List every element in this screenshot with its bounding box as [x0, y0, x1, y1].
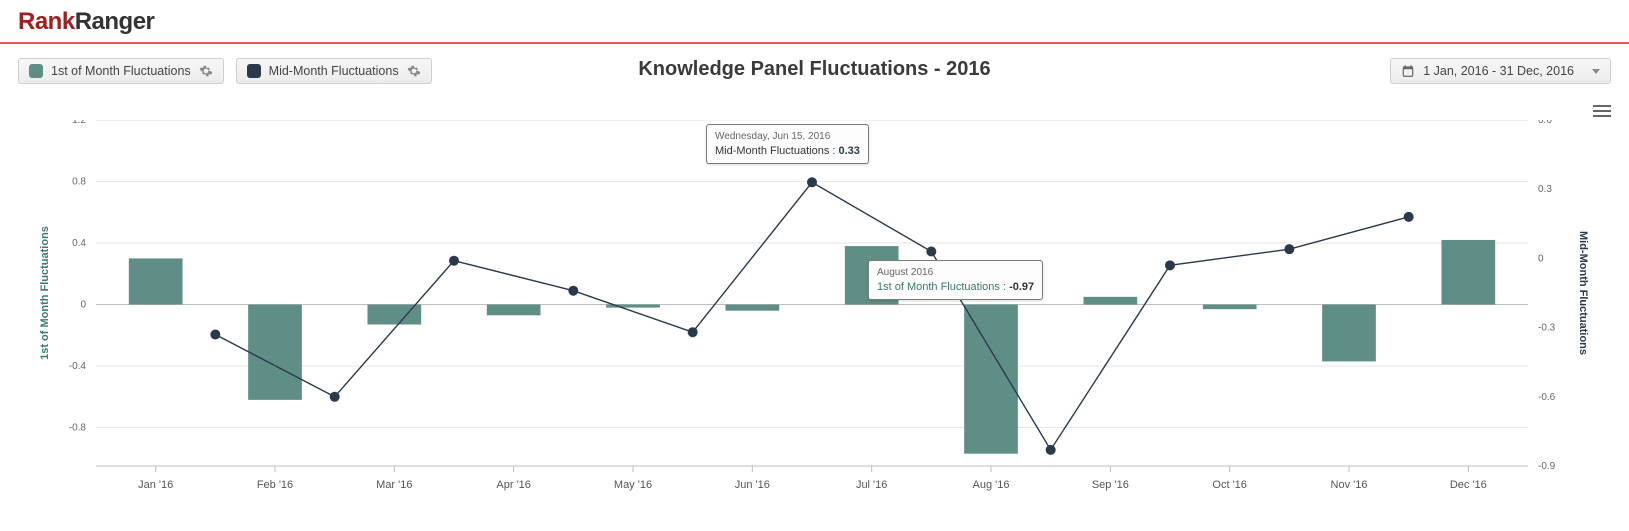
tooltip-bar: August 2016 1st of Month Fluctuations : … [868, 260, 1043, 300]
tooltip-value: 0.33 [839, 145, 860, 157]
chevron-down-icon [1592, 69, 1600, 74]
svg-text:-0.9: -0.9 [1538, 461, 1556, 472]
legend-label-2: Mid-Month Fluctuations [269, 64, 399, 78]
calendar-icon [1401, 64, 1415, 78]
combo-chart: -0.8 -0.4 0 0.4 0.8 1.2 -0.9 -0.6 -0.3 0 0.3 0.6 Jan… [18, 120, 1611, 520]
date-range-text: 1 Jan, 2016 - 31 Dec, 2016 [1423, 64, 1574, 78]
swatch-series-1 [29, 64, 43, 78]
tooltip-header: Wednesday, Jun 15, 2016 [715, 130, 860, 144]
svg-text:0: 0 [1538, 253, 1544, 264]
svg-text:0.8: 0.8 [72, 177, 86, 188]
svg-text:1.2: 1.2 [72, 120, 86, 126]
svg-text:Sep '16: Sep '16 [1092, 479, 1129, 491]
svg-text:0.4: 0.4 [72, 238, 86, 249]
svg-text:Aug '16: Aug '16 [973, 479, 1010, 491]
svg-text:Jan '16: Jan '16 [138, 479, 173, 491]
svg-text:-0.4: -0.4 [69, 361, 87, 372]
gear-icon[interactable] [407, 64, 421, 78]
svg-text:Feb '16: Feb '16 [257, 479, 293, 491]
tooltip-series: Mid-Month Fluctuations : [715, 145, 839, 157]
legend-group: 1st of Month Fluctuations Mid-Month Fluc… [18, 58, 432, 84]
swatch-series-2 [247, 64, 261, 78]
controls-row: 1st of Month Fluctuations Mid-Month Fluc… [18, 58, 1611, 84]
svg-text:Jun '16: Jun '16 [735, 479, 770, 491]
svg-text:Nov '16: Nov '16 [1331, 479, 1368, 491]
svg-text:Mar '16: Mar '16 [376, 479, 412, 491]
brand-part-b: Ranger [75, 8, 155, 35]
svg-text:-0.8: -0.8 [69, 423, 87, 434]
legend-series-1[interactable]: 1st of Month Fluctuations [18, 58, 224, 84]
brand-logo: RankRanger [18, 8, 154, 35]
tooltip-value: -0.97 [1009, 281, 1034, 293]
date-range-picker[interactable]: 1 Jan, 2016 - 31 Dec, 2016 [1390, 58, 1611, 84]
svg-text:May '16: May '16 [614, 479, 652, 491]
svg-text:-0.6: -0.6 [1538, 392, 1556, 403]
svg-text:Oct '16: Oct '16 [1212, 479, 1247, 491]
svg-text:0.3: 0.3 [1538, 184, 1552, 195]
svg-text:1st of Month Fluctuations: 1st of Month Fluctuations [39, 226, 51, 360]
tooltip-line: Wednesday, Jun 15, 2016 Mid-Month Fluctu… [706, 124, 869, 164]
tooltip-header: August 2016 [877, 266, 1034, 280]
svg-text:0: 0 [80, 300, 86, 311]
top-bar: RankRanger [0, 0, 1629, 44]
tooltip-series: 1st of Month Fluctuations : [877, 281, 1009, 293]
svg-text:Dec '16: Dec '16 [1450, 479, 1487, 491]
svg-text:0.6: 0.6 [1538, 120, 1552, 126]
svg-text:-0.3: -0.3 [1538, 323, 1556, 334]
svg-text:Apr '16: Apr '16 [496, 479, 531, 491]
legend-label-1: 1st of Month Fluctuations [51, 64, 191, 78]
legend-series-2[interactable]: Mid-Month Fluctuations [236, 58, 432, 84]
chart-area: -0.8 -0.4 0 0.4 0.8 1.2 -0.9 -0.6 -0.3 0 0.3 0.6 Jan… [18, 120, 1611, 525]
brand-part-a: Rank [18, 8, 75, 35]
chart-panel: Knowledge Panel Fluctuations - 2016 1st … [0, 44, 1629, 531]
svg-text:Mid-Month Fluctuations: Mid-Month Fluctuations [1577, 231, 1589, 355]
svg-text:Jul '16: Jul '16 [856, 479, 887, 491]
chart-menu-button[interactable] [1593, 102, 1611, 120]
gear-icon[interactable] [199, 64, 213, 78]
